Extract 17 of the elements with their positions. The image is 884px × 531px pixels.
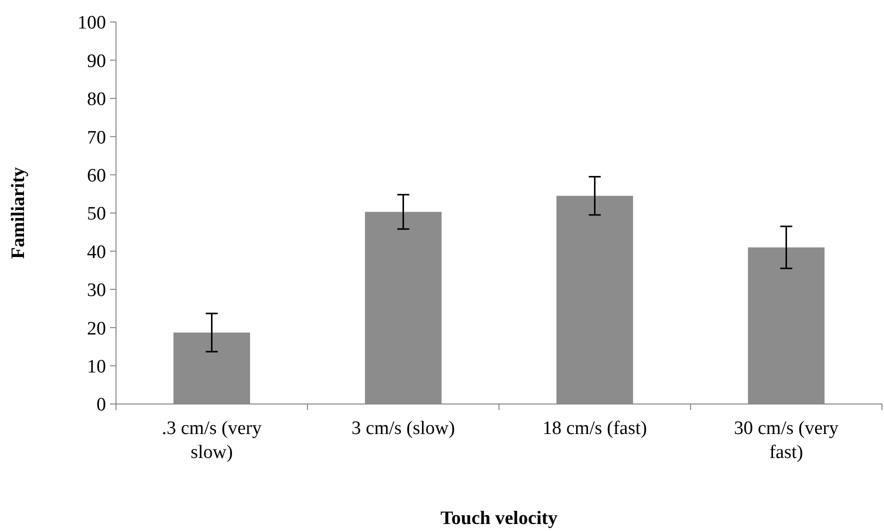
- x-tick-label: .3 cm/s (very slow): [162, 418, 262, 463]
- y-tick-label: 10: [87, 356, 106, 378]
- y-tick-label: 0: [96, 394, 106, 416]
- x-tick-label: 18 cm/s (fast): [542, 418, 647, 439]
- x-axis-title: Touch velocity: [440, 508, 558, 529]
- y-tick-label: 60: [87, 165, 106, 186]
- y-tick-label: 40: [87, 242, 106, 263]
- y-tick-label: 90: [87, 50, 106, 72]
- y-tick-label: 20: [87, 318, 106, 340]
- y-tick-label: 30: [87, 280, 106, 302]
- y-tick-label: 70: [87, 127, 106, 148]
- y-axis-title: Familiarity: [8, 166, 29, 259]
- x-tick-label: 30 cm/s (very fast): [734, 418, 839, 463]
- x-tick-label: 3 cm/s (slow): [352, 418, 455, 439]
- y-tick-label: 100: [78, 12, 106, 34]
- y-tick-label: 50: [87, 204, 106, 225]
- y-tick-label: 80: [87, 89, 106, 110]
